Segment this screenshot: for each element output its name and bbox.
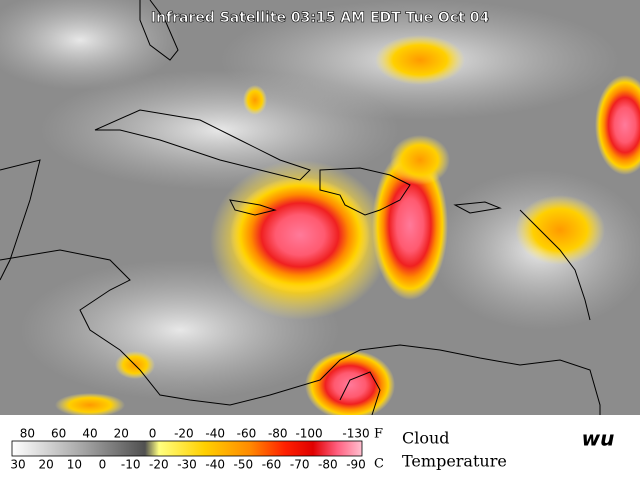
fahrenheit-tick-label: -100 bbox=[295, 427, 322, 441]
celsius-tick-label: -50 bbox=[234, 458, 254, 472]
fahrenheit-tick-label: -80 bbox=[268, 427, 288, 441]
celsius-tick-label: 30 bbox=[10, 458, 25, 472]
fahrenheit-tick-label: 40 bbox=[82, 427, 97, 441]
legend-label: Cloud bbox=[402, 429, 450, 448]
celsius-tick-label: 0 bbox=[99, 458, 107, 472]
legend: F C Cloud Temperature wu 30 20 10 0 -10 -20 -3… bbox=[0, 415, 640, 480]
legend-label: Temperature bbox=[402, 452, 507, 471]
fahrenheit-tick-label: -20 bbox=[174, 427, 194, 441]
celsius-tick-label: -90 bbox=[346, 458, 366, 472]
fahrenheit-tick-label: 60 bbox=[51, 427, 66, 441]
fahrenheit-tick-label: 0 bbox=[149, 427, 157, 441]
celsius-tick-label: -40 bbox=[205, 458, 225, 472]
celsius-tick-label: -30 bbox=[177, 458, 197, 472]
celsius-tick-label: -10 bbox=[121, 458, 141, 472]
fahrenheit-tick-label: -130 bbox=[342, 427, 369, 441]
color-scale bbox=[11, 440, 363, 457]
celsius-tick-label: -80 bbox=[318, 458, 338, 472]
fahrenheit-tick-label: 80 bbox=[20, 427, 35, 441]
fahrenheit-unit: F bbox=[374, 427, 383, 442]
fahrenheit-tick-label: -60 bbox=[237, 427, 257, 441]
fahrenheit-tick-label: 20 bbox=[114, 427, 129, 441]
celsius-unit: C bbox=[374, 457, 384, 472]
celsius-tick-label: -20 bbox=[149, 458, 169, 472]
fahrenheit-tick-label: -40 bbox=[205, 427, 225, 441]
celsius-tick-label: -70 bbox=[290, 458, 310, 472]
celsius-tick-label: 20 bbox=[39, 458, 54, 472]
celsius-tick-label: 10 bbox=[67, 458, 82, 472]
map-title: Infrared Satellite 03:15 AM EDT Tue Oct … bbox=[151, 10, 490, 26]
satellite-image bbox=[0, 0, 640, 420]
logo: wu bbox=[582, 427, 615, 451]
celsius-tick-label: -60 bbox=[262, 458, 282, 472]
